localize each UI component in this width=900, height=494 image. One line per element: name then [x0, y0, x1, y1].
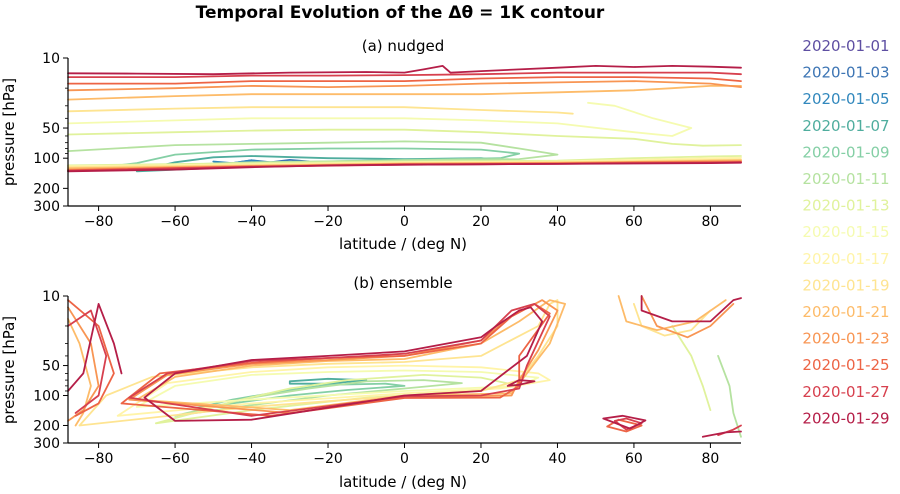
contour-2020-01-29: [506, 379, 536, 387]
x-tick-label: −40: [237, 451, 267, 467]
contour-2020-01-11: [717, 355, 742, 438]
legend-entry: 2020-01-19: [802, 276, 889, 294]
y-tick-label: 300: [33, 199, 60, 215]
legend-entry: 2020-01-17: [802, 250, 889, 268]
x-tick-label: 20: [472, 451, 490, 467]
contour-2020-01-29: [67, 161, 742, 173]
contour-lines: [67, 65, 742, 173]
contour-2020-01-29: [602, 414, 647, 430]
x-tick-label: −20: [313, 451, 343, 467]
contour-2020-01-19: [633, 303, 712, 337]
x-tick-label: 80: [701, 451, 719, 467]
contour-2020-01-29: [143, 306, 544, 422]
contour-2020-01-23: [640, 295, 735, 339]
legend-entry: 2020-01-07: [802, 117, 889, 135]
panel-subtitle: (b) ensemble: [353, 274, 452, 292]
y-tick-label: 200: [33, 181, 60, 197]
y-tick-label: 50: [42, 359, 60, 375]
legend-entry: 2020-01-09: [802, 143, 889, 161]
x-tick-label: 80: [701, 214, 719, 230]
panel-ensemble: (b) ensemble −80 −60 −40 −20 0 20 40 60 80 10 50 10…: [0, 274, 742, 491]
x-axis-label: latitude / (deg N): [339, 473, 467, 491]
contour-2020-01-15: [67, 101, 693, 137]
x-tick-label: −40: [237, 214, 267, 230]
contour-2020-01-29: [67, 303, 123, 392]
legend-entry: 2020-01-21: [802, 303, 889, 321]
y-tick-label: 50: [42, 121, 60, 137]
y-axis-label: pressure [hPa]: [0, 78, 18, 186]
contour-2020-01-21: [67, 85, 742, 101]
y-tick-label: 10: [42, 51, 60, 67]
contour-2020-01-27: [67, 71, 742, 78]
x-tick-label: 0: [400, 214, 409, 230]
legend: 2020-01-01 2020-01-03 2020-01-05 2020-01-07…: [802, 37, 889, 427]
x-tick-label: 60: [625, 214, 643, 230]
contour-2020-01-17: [116, 364, 551, 417]
legend-entry: 2020-01-05: [802, 90, 889, 108]
x-tick-label: −80: [84, 451, 114, 467]
contour-2020-01-21: [67, 318, 92, 427]
legend-entry: 2020-01-13: [802, 197, 889, 215]
y-tick-label: 100: [33, 151, 60, 167]
legend-entry: 2020-01-11: [802, 170, 889, 188]
contour-2020-01-29: [640, 295, 742, 323]
y-tick-label: 300: [33, 436, 60, 452]
contour-2020-01-13: [671, 325, 712, 411]
figure-title: Temporal Evolution of the Δθ = 1K contou…: [196, 3, 605, 23]
y-tick-label: 100: [33, 389, 60, 405]
x-tick-label: −20: [313, 214, 343, 230]
legend-entry: 2020-01-27: [802, 383, 889, 401]
x-tick-label: −80: [84, 214, 114, 230]
x-tick-label: −60: [160, 214, 190, 230]
contour-2020-01-29: [67, 65, 742, 76]
y-tick-label: 10: [42, 289, 60, 305]
contour-2020-01-25: [67, 299, 115, 417]
panel-subtitle: (a) nudged: [362, 37, 444, 55]
x-axis-label: latitude / (deg N): [339, 235, 467, 253]
legend-entry: 2020-01-25: [802, 356, 889, 374]
y-tick-label: 200: [33, 418, 60, 434]
axes: −80 −60 −40 −20 0 20 40 60 80 10 50 100 200 300: [33, 289, 741, 467]
contour-2020-01-21: [135, 299, 566, 411]
legend-entry: 2020-01-23: [802, 330, 889, 348]
x-tick-label: 60: [625, 451, 643, 467]
panel-nudged: (a) nudged −80 −60 −40 −20 0 20 40 60 80 10 50 100 2…: [0, 37, 742, 253]
legend-entry: 2020-01-15: [802, 223, 889, 241]
legend-entry: 2020-01-01: [802, 37, 889, 55]
contour-2020-01-29: [701, 430, 742, 438]
contour-2020-01-07: [288, 377, 368, 385]
y-axis-label: pressure [hPa]: [0, 316, 18, 424]
contour-2020-01-21: [617, 295, 727, 331]
x-tick-label: −60: [160, 451, 190, 467]
legend-entry: 2020-01-03: [802, 64, 889, 82]
contour-2020-01-13: [67, 128, 742, 147]
x-tick-label: 20: [472, 214, 490, 230]
contour-2020-01-27: [128, 303, 551, 417]
contour-2020-01-25: [67, 76, 742, 85]
contour-lines: [67, 295, 742, 438]
contour-2020-01-19: [67, 106, 574, 115]
legend-entry: 2020-01-29: [802, 409, 889, 427]
x-tick-label: 40: [549, 451, 567, 467]
x-tick-label: 0: [400, 451, 409, 467]
contour-2020-01-23: [67, 80, 742, 92]
x-tick-label: 40: [549, 214, 567, 230]
contour-2020-01-13: [155, 374, 521, 425]
contour-2020-01-27: [67, 309, 108, 414]
axes: −80 −60 −40 −20 0 20 40 60 80 10 50 100 200 300: [33, 51, 741, 230]
contour-2020-01-15: [135, 369, 540, 408]
